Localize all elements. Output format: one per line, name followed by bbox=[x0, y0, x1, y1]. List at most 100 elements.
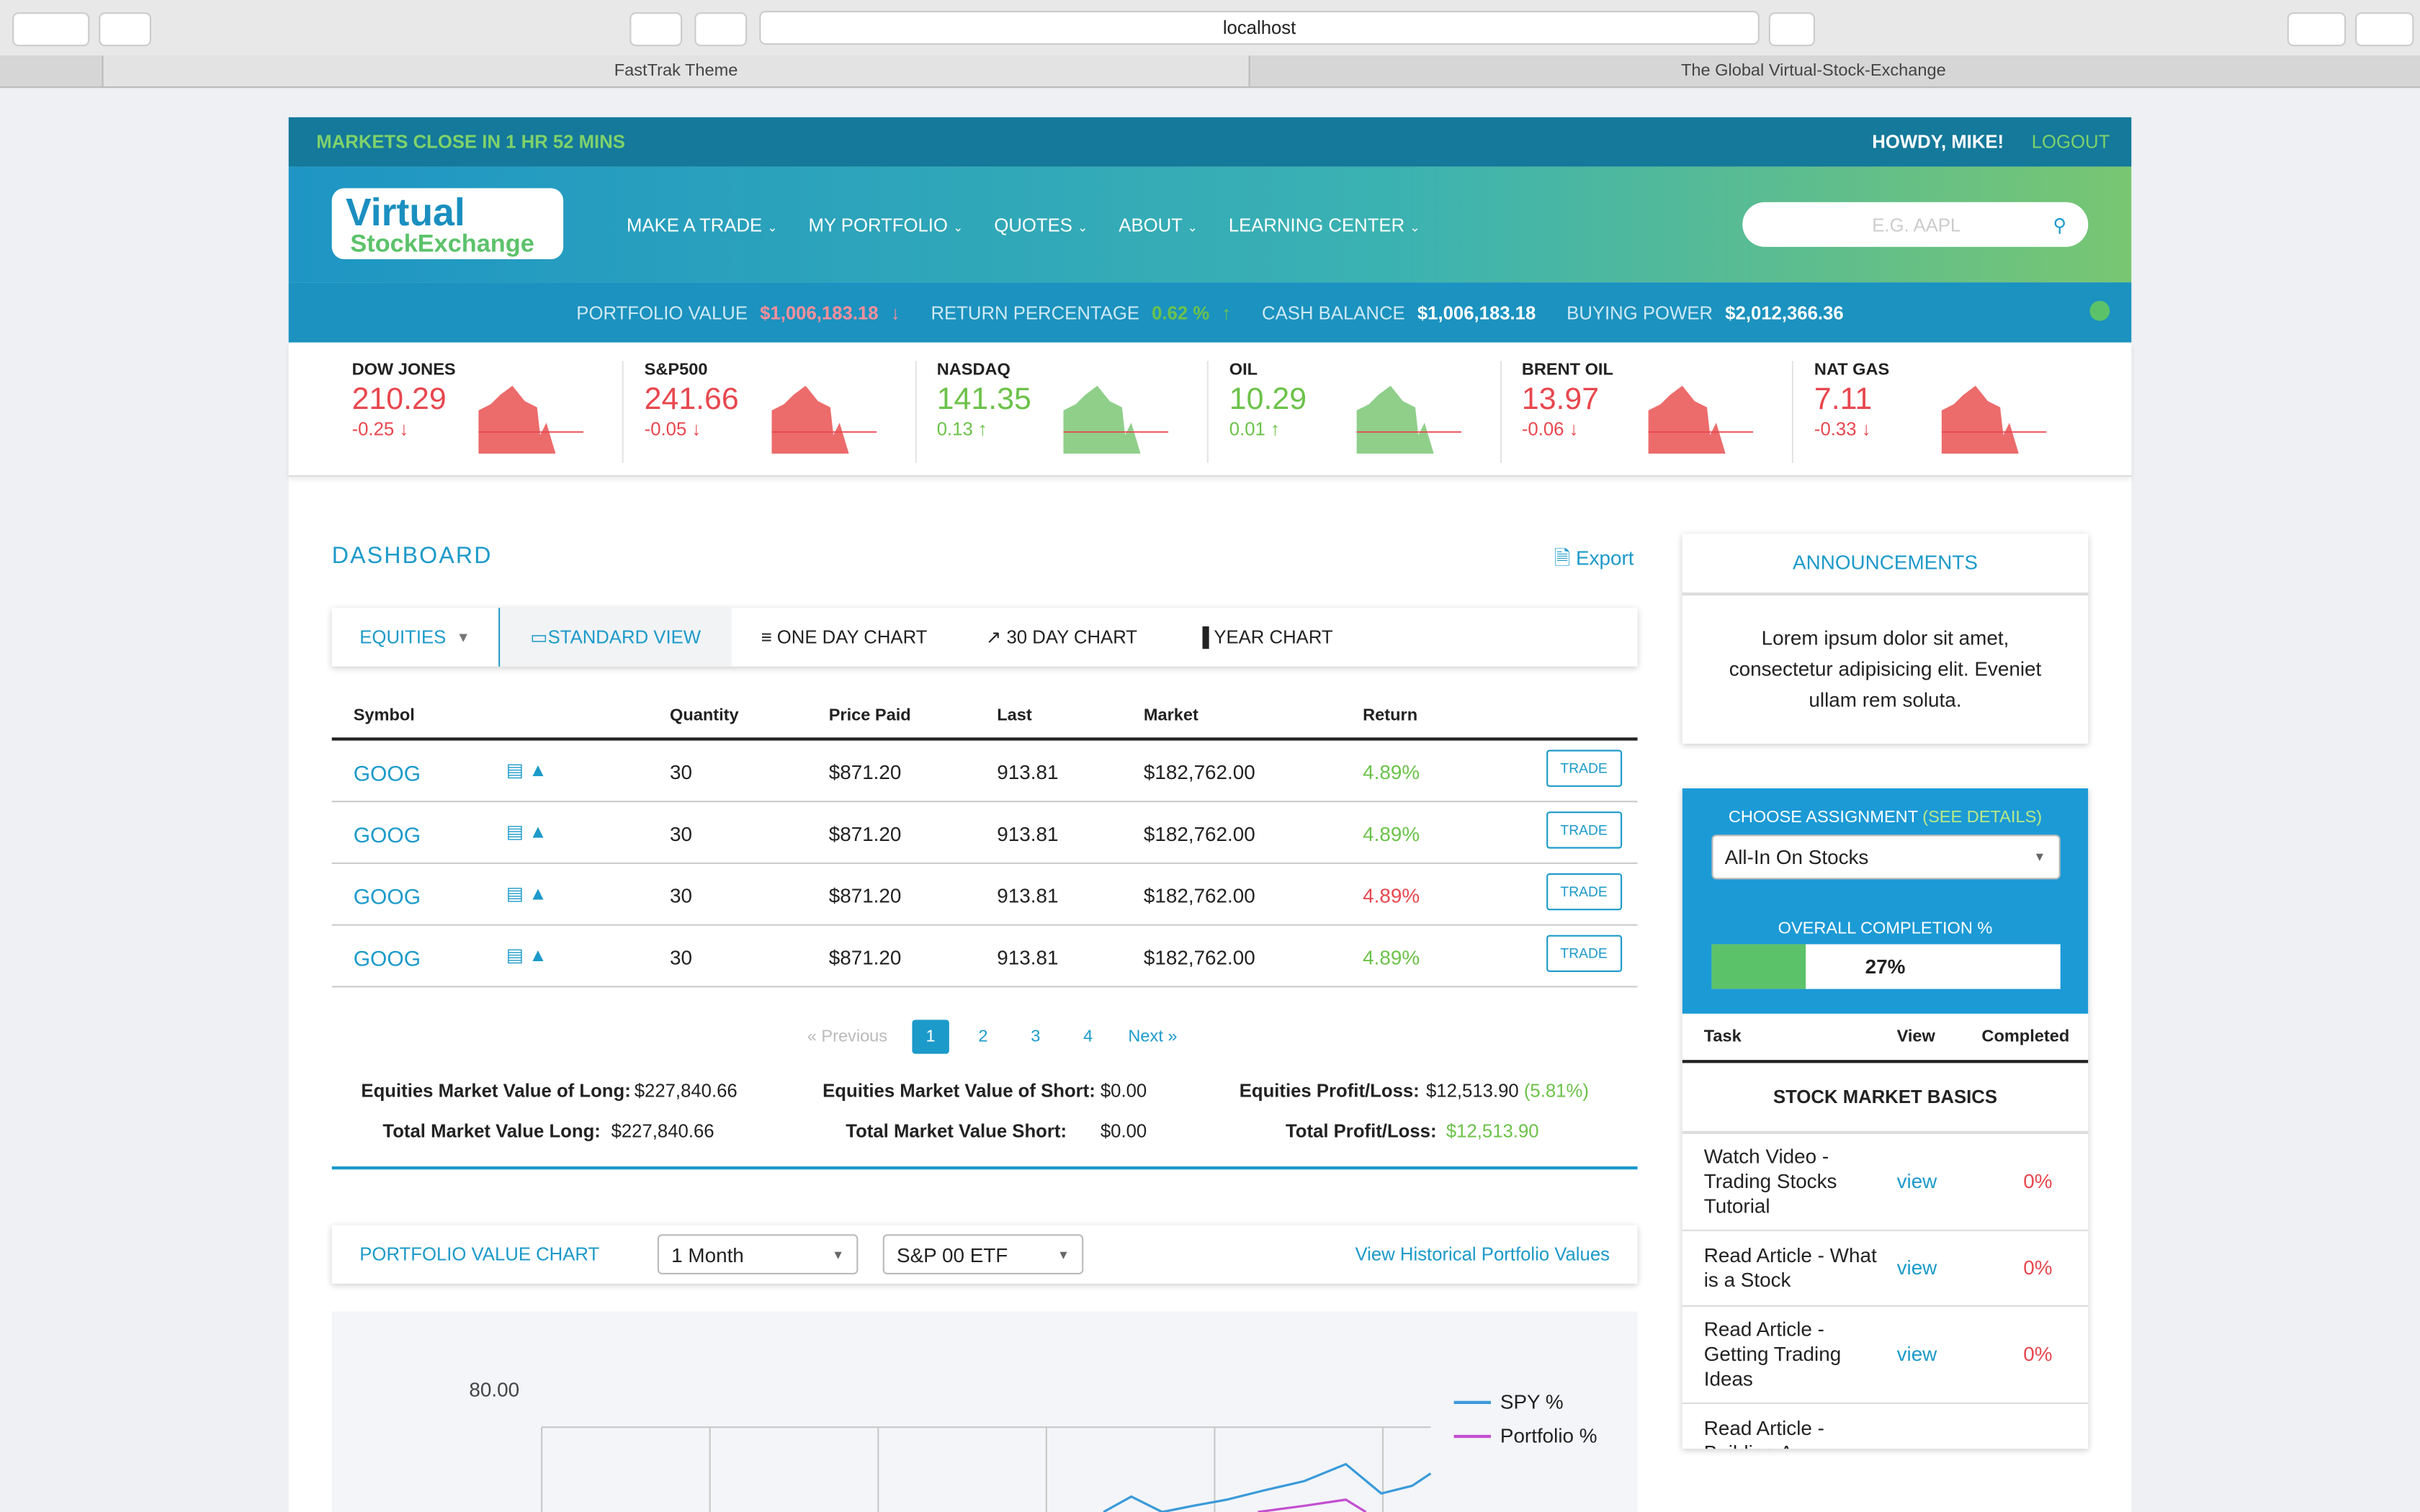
row-icons[interactable]: ▤ ▲ bbox=[506, 759, 547, 781]
top-bar: MARKETS CLOSE IN 1 HR 52 MINS HOWDY, MIK… bbox=[288, 117, 2132, 167]
total-value: $0.00 bbox=[1101, 1080, 1147, 1102]
row-icons[interactable]: ▤ ▲ bbox=[506, 944, 547, 966]
task-name: Read Article - Building A bbox=[1703, 1416, 1824, 1449]
ticker[interactable]: OIL 10.29 0.01 ↑ bbox=[1229, 361, 1501, 463]
summary-value: 0.62 % bbox=[1152, 301, 1210, 323]
task-section: STOCK MARKET BASICS bbox=[1682, 1063, 2089, 1134]
total-amount: $0.00 bbox=[1100, 1080, 1147, 1102]
logo[interactable]: Virtual StockExchange bbox=[331, 188, 564, 259]
ticker[interactable]: S&P500 241.66 -0.05 ↓ bbox=[644, 361, 916, 463]
task-view[interactable]: view bbox=[1896, 1342, 1937, 1366]
trade-button[interactable]: TRADE bbox=[1546, 873, 1622, 911]
summary-value: $2,012,366.36 bbox=[1725, 301, 1844, 323]
ticker[interactable]: DOW JONES 210.29 -0.25 ↓ bbox=[352, 361, 624, 463]
total-amount: $227,840.66 bbox=[611, 1120, 714, 1142]
prev[interactable]: « Previous bbox=[807, 1027, 888, 1046]
cell-symbol[interactable]: GOOG bbox=[353, 760, 421, 786]
spy-line bbox=[1103, 1462, 1432, 1512]
app: MARKETS CLOSE IN 1 HR 52 MINS HOWDY, MIK… bbox=[288, 117, 2132, 1512]
chart-controls: PORTFOLIO VALUE CHART 1 Month ▼ S&P 00 ET… bbox=[331, 1225, 1638, 1284]
tab[interactable]: FastTrak Theme bbox=[102, 55, 1250, 86]
search-icon: ⚲ bbox=[2053, 213, 2067, 235]
task-row: Watch Video - Trading Stocks Tutorial vie… bbox=[1682, 1134, 2089, 1231]
view-tab[interactable]: ≡ ONE DAY CHART bbox=[761, 626, 928, 648]
trade-button[interactable]: TRADE bbox=[1546, 935, 1622, 972]
summary-label: BUYING POWER bbox=[1567, 301, 1713, 323]
assignment-select[interactable]: All-In On Stocks ▼ bbox=[1711, 834, 2060, 880]
view-tab-label: ONE DAY CHART bbox=[776, 626, 928, 648]
header: Virtual StockExchange MAKE A TRADE ⌄ MY P… bbox=[288, 166, 2132, 283]
cell-symbol[interactable]: GOOG bbox=[353, 822, 421, 847]
view-tab[interactable]: ↗ 30 DAY CHART bbox=[985, 626, 1138, 648]
total-value: $0.00 bbox=[1101, 1120, 1147, 1142]
ticker-change: -0.05 ↓ bbox=[644, 418, 702, 440]
ext-button[interactable] bbox=[694, 12, 748, 47]
ticker[interactable]: BRENT OIL 13.97 -0.06 ↓ bbox=[1521, 361, 1793, 463]
next[interactable]: Next » bbox=[1128, 1027, 1178, 1046]
view-tab[interactable]: ▭ STANDARD VIEW bbox=[499, 608, 732, 667]
logout[interactable]: LOGOUT bbox=[2031, 131, 2110, 153]
nav-item[interactable]: QUOTES ⌄ bbox=[994, 214, 1088, 236]
info-button[interactable] bbox=[1768, 12, 1815, 47]
ticker[interactable]: NAT GAS 7.11 -0.33 ↓ bbox=[1814, 361, 2084, 462]
benchmark-select[interactable]: S&P 00 ETF ▼ bbox=[882, 1234, 1084, 1274]
address-bar[interactable]: localhost bbox=[759, 11, 1760, 45]
summary-item: RETURN PERCENTAGE 0.62 % ↑ bbox=[931, 302, 1231, 323]
see-details[interactable]: (SEE DETAILS) bbox=[1922, 808, 2043, 827]
row-icons[interactable]: ▤ ▲ bbox=[506, 821, 547, 842]
table-header: Symbol Quantity Price Paid Last Market Return bbox=[331, 701, 1638, 741]
ticker[interactable]: NASDAQ 141.35 0.13 ↑ bbox=[937, 361, 1209, 463]
history-link[interactable]: View Historical Portfolio Values bbox=[1355, 1243, 1610, 1266]
close-icon[interactable] bbox=[2089, 300, 2110, 321]
ticker-change-value: -0.05 bbox=[644, 418, 687, 440]
page[interactable]: 1 bbox=[912, 1020, 949, 1054]
greeting: HOWDY, MIKE! bbox=[1872, 131, 2004, 153]
nav-buttons[interactable] bbox=[12, 12, 90, 47]
total-value: $12,513.90 bbox=[1446, 1120, 1539, 1142]
total-label: Equities Market Value of Short: bbox=[823, 1080, 1095, 1102]
tabs-button[interactable] bbox=[2355, 12, 2414, 47]
sparkline bbox=[1355, 385, 1461, 454]
view-tab-label: 30 DAY CHART bbox=[1006, 626, 1138, 648]
cell-quantity: 30 bbox=[670, 760, 693, 784]
cell-market: $182,762.00 bbox=[1143, 760, 1255, 784]
cell-quantity: 30 bbox=[670, 883, 693, 907]
period-select[interactable]: 1 Month ▼ bbox=[657, 1234, 859, 1274]
total-value: $227,840.66 bbox=[611, 1120, 714, 1142]
cell-symbol[interactable]: GOOG bbox=[353, 945, 421, 971]
page[interactable]: 2 bbox=[978, 1027, 988, 1046]
trade-button[interactable]: TRADE bbox=[1546, 811, 1622, 849]
search-placeholder: E.G. AAPL bbox=[1872, 213, 1961, 235]
export[interactable]: 🗎 Export bbox=[1554, 546, 1634, 570]
cell-symbol[interactable]: GOOG bbox=[353, 883, 421, 909]
view-tab[interactable]: EQUITIES ▼ bbox=[332, 608, 500, 667]
view-tab[interactable]: ▐ YEAR CHART bbox=[1196, 626, 1333, 648]
ticker-change: -0.33 ↓ bbox=[1814, 418, 1871, 440]
export-label: Export bbox=[1576, 546, 1634, 570]
tab[interactable]: The Global Virtual-Stock-Exchange bbox=[1249, 55, 2379, 86]
nav-item[interactable]: ABOUT ⌄ bbox=[1119, 214, 1198, 236]
nav-item[interactable]: MAKE A TRADE ⌄ bbox=[627, 214, 778, 236]
row-icons[interactable]: ▤ ▲ bbox=[506, 882, 547, 904]
task-view[interactable]: view bbox=[1896, 1256, 1937, 1279]
col: View bbox=[1896, 1027, 1935, 1046]
task-view[interactable]: view bbox=[1896, 1169, 1937, 1193]
nav-item[interactable]: MY PORTFOLIO ⌄ bbox=[808, 214, 964, 236]
trade-button[interactable]: TRADE bbox=[1546, 750, 1622, 787]
page[interactable]: 3 bbox=[1031, 1027, 1041, 1046]
ticker-change: -0.06 ↓ bbox=[1521, 418, 1579, 440]
sidebar-button[interactable] bbox=[99, 12, 151, 47]
share-button[interactable] bbox=[2287, 12, 2347, 47]
total-amount: $227,840.66 bbox=[634, 1080, 738, 1102]
github-button[interactable] bbox=[629, 12, 683, 47]
browser-toolbar: localhost bbox=[0, 0, 2420, 58]
summary-value: $1,006,183.18 bbox=[1417, 301, 1536, 323]
cell-price-paid: $871.20 bbox=[828, 945, 902, 969]
cell-return: 4.89% bbox=[1363, 945, 1420, 969]
table-row: GOOG 30 $871.20 913.81 $182,762.00 4.89% ▤ ▲ TR… bbox=[331, 926, 1638, 988]
search[interactable]: E.G. AAPL ⚲ bbox=[1742, 202, 2089, 247]
tab-bar: FastTrak Theme The Global Virtual-Stock-… bbox=[0, 55, 2420, 89]
page[interactable]: 4 bbox=[1083, 1027, 1093, 1046]
legend: SPY % Portfolio % bbox=[1453, 1385, 1597, 1453]
nav-item[interactable]: LEARNING CENTER ⌄ bbox=[1228, 214, 1420, 236]
